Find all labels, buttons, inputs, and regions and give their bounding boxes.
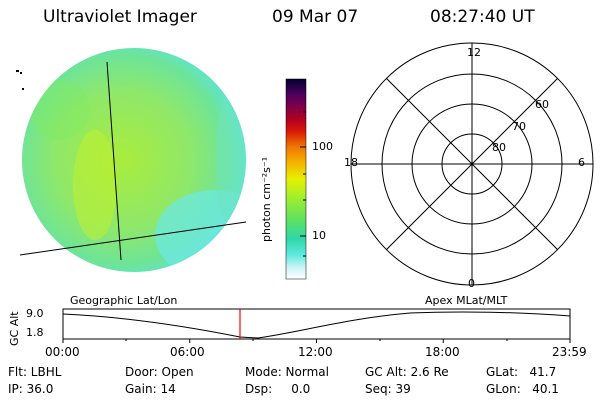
date-label: 09 Mar 07 (272, 7, 359, 27)
latitude-line (19, 221, 247, 256)
xtick-2: 12:00 (298, 345, 333, 359)
mlt-label-6: 6 (578, 156, 585, 169)
ytick-high: 9.0 (26, 307, 44, 320)
xtick-1: 06:00 (170, 345, 205, 359)
status-gc-alt: GC Alt: 2.6 Re (365, 365, 449, 379)
uvi-image-disk (16, 48, 247, 272)
mlt-label-18: 18 (344, 156, 358, 169)
lat-label-80: 80 (492, 141, 506, 154)
status-ip: IP: 36.0 (8, 382, 54, 396)
lat-label-70: 70 (512, 120, 526, 133)
time-label: 08:27:40 UT (430, 7, 535, 27)
xtick-0: 00:00 (45, 345, 80, 359)
instrument-title: Ultraviolet Imager (43, 7, 197, 27)
timeline-plot (62, 308, 571, 343)
mlt-label-12: 12 (467, 46, 481, 59)
geographic-label: Geographic Lat/Lon (70, 294, 178, 307)
colorbar-tick-10: 10 (312, 229, 326, 242)
status-seq: Seq: 39 (365, 382, 411, 396)
xtick-4: 23:59 (552, 345, 587, 359)
lat-label-60: 60 (535, 98, 549, 111)
xtick-3: 18:00 (425, 345, 460, 359)
colorbar-unit-label: photon cm⁻²s⁻¹ (260, 156, 273, 242)
altitude-curve (62, 311, 571, 339)
timeline-ylabel: GC Alt (8, 311, 21, 346)
status-door: Door: Open (125, 365, 194, 379)
status-dsp: Dsp: 0.0 (245, 382, 311, 396)
status-flt: Flt: LBHL (8, 365, 62, 379)
status-mode: Mode: Normal (245, 365, 329, 379)
colorbar-tick-100: 100 (312, 140, 333, 153)
status-gain: Gain: 14 (125, 382, 176, 396)
ytick-low: 1.8 (26, 326, 44, 339)
longitude-line (106, 61, 122, 261)
mlt-label-0: 0 (468, 277, 475, 290)
status-glon: GLon: 40.1 (486, 382, 559, 396)
status-glat: GLat: 41.7 (486, 365, 557, 379)
polar-plot (350, 42, 594, 286)
apex-label: Apex MLat/MLT (425, 294, 508, 307)
colorbar (285, 78, 307, 280)
